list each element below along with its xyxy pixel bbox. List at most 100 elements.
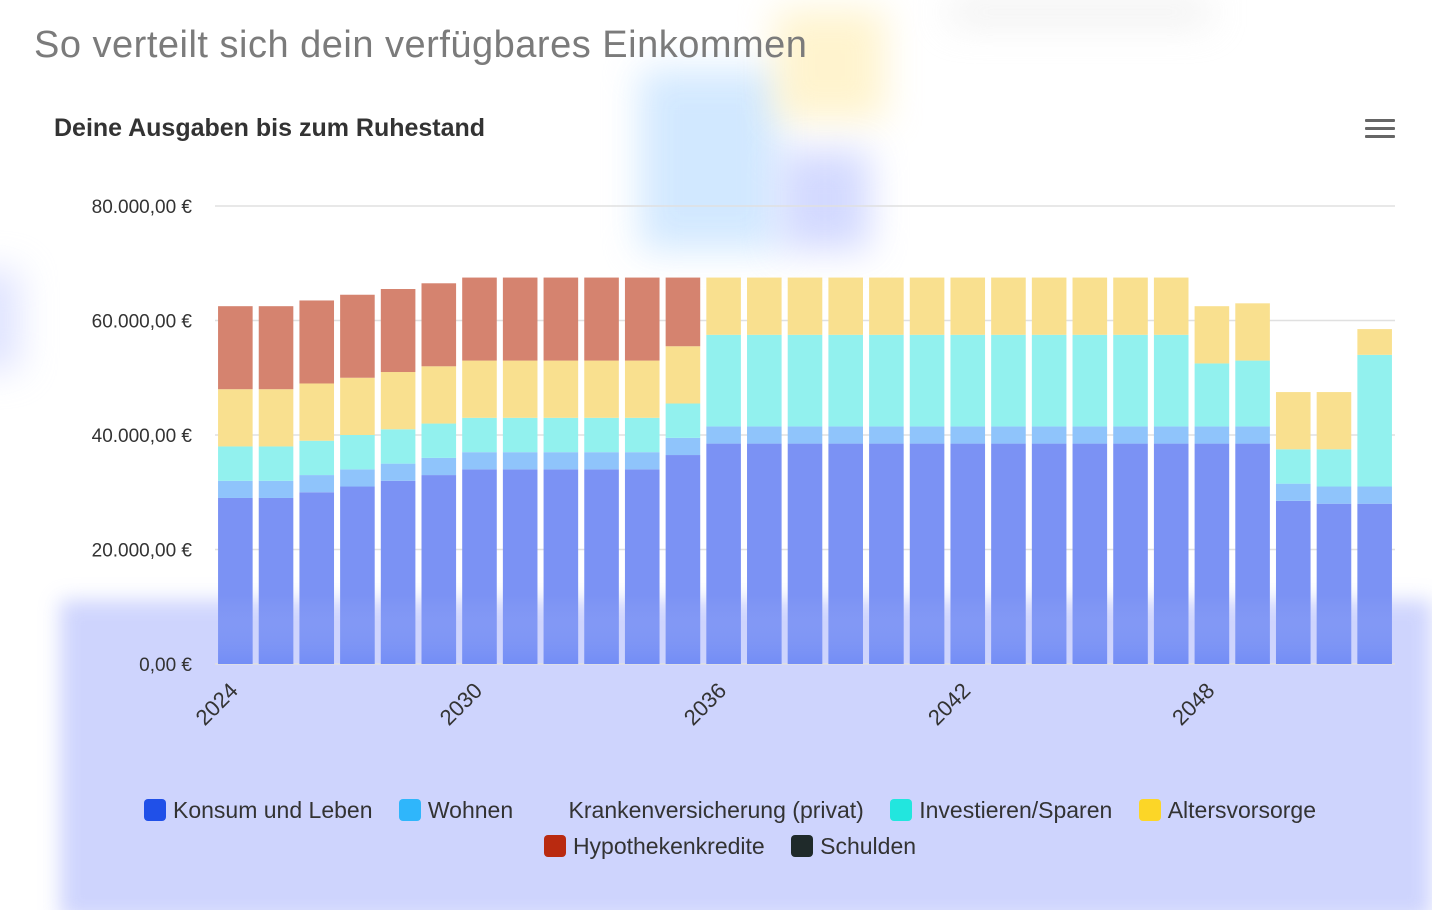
bar-segment[interactable] <box>787 277 823 335</box>
bar-segment[interactable] <box>1113 277 1148 335</box>
bar-segment[interactable] <box>584 417 619 453</box>
bar-segment[interactable] <box>380 429 416 464</box>
bar-segment[interactable] <box>258 306 294 390</box>
bar-segment[interactable] <box>543 452 579 470</box>
bar-segment[interactable] <box>909 277 945 335</box>
bar-segment[interactable] <box>1031 426 1067 444</box>
bar-segment[interactable] <box>787 426 823 444</box>
bar-segment[interactable] <box>584 452 619 470</box>
bar-segment[interactable] <box>380 289 416 373</box>
bar-segment[interactable] <box>1275 392 1311 450</box>
bar-segment[interactable] <box>462 277 497 361</box>
bar-segment[interactable] <box>299 440 335 476</box>
bar-segment[interactable] <box>950 277 986 335</box>
bar-segment[interactable] <box>665 277 701 347</box>
bar-segment[interactable] <box>869 334 904 427</box>
bar-segment[interactable] <box>218 389 253 447</box>
bar-segment[interactable] <box>1113 426 1148 444</box>
legend-item-krankenversicherung[interactable]: Krankenversicherung (privat) <box>540 792 864 828</box>
bar-segment[interactable] <box>380 372 416 430</box>
bar-segment[interactable] <box>502 452 538 470</box>
bar-segment[interactable] <box>1357 354 1392 487</box>
bar-segment[interactable] <box>340 469 375 487</box>
bar-segment[interactable] <box>991 277 1026 335</box>
legend-item-konsum[interactable]: Konsum und Leben <box>144 792 373 828</box>
bar-segment[interactable] <box>502 360 538 418</box>
bar-segment[interactable] <box>869 426 904 444</box>
legend-item-schulden[interactable]: Schulden <box>791 828 916 864</box>
bar-segment[interactable] <box>1031 277 1067 335</box>
bar-segment[interactable] <box>1357 486 1392 504</box>
bar-segment[interactable] <box>1275 483 1311 501</box>
bar-segment[interactable] <box>462 360 497 418</box>
bar-segment[interactable] <box>218 480 253 498</box>
bar-segment[interactable] <box>828 334 863 427</box>
bar-segment[interactable] <box>747 426 782 444</box>
bar-segment[interactable] <box>1316 449 1352 487</box>
bar-segment[interactable] <box>299 475 335 493</box>
bar-segment[interactable] <box>828 426 863 444</box>
bar-segment[interactable] <box>909 426 945 444</box>
bar-segment[interactable] <box>462 452 497 470</box>
bar-segment[interactable] <box>950 334 986 427</box>
bar-segment[interactable] <box>1031 334 1067 427</box>
bar-segment[interactable] <box>991 334 1026 427</box>
bar-segment[interactable] <box>218 446 253 481</box>
bar-segment[interactable] <box>1316 392 1352 450</box>
bar-segment[interactable] <box>543 417 579 453</box>
bar-segment[interactable] <box>421 457 457 476</box>
bar-segment[interactable] <box>1194 306 1230 364</box>
bar-segment[interactable] <box>1153 334 1189 427</box>
bar-segment[interactable] <box>1194 363 1230 427</box>
bar-segment[interactable] <box>909 334 945 427</box>
bar-segment[interactable] <box>299 300 335 384</box>
bar-segment[interactable] <box>1235 426 1270 444</box>
bar-segment[interactable] <box>340 377 375 435</box>
bar-segment[interactable] <box>1072 334 1108 427</box>
bar-segment[interactable] <box>502 277 538 361</box>
bar-segment[interactable] <box>828 277 863 335</box>
bar-segment[interactable] <box>1113 334 1148 427</box>
bar-segment[interactable] <box>787 334 823 427</box>
bar-segment[interactable] <box>584 277 619 361</box>
bar-segment[interactable] <box>462 417 497 453</box>
bar-segment[interactable] <box>1275 449 1311 484</box>
bar-segment[interactable] <box>258 389 294 447</box>
bar-segment[interactable] <box>624 360 660 418</box>
chart-menu-button[interactable] <box>1362 114 1398 144</box>
bar-segment[interactable] <box>502 417 538 453</box>
bar-segment[interactable] <box>299 383 335 441</box>
bar-segment[interactable] <box>706 426 741 444</box>
bar-segment[interactable] <box>1194 426 1230 444</box>
bar-segment[interactable] <box>380 463 416 481</box>
bar-segment[interactable] <box>421 283 457 367</box>
bar-segment[interactable] <box>258 480 294 498</box>
bar-segment[interactable] <box>1072 277 1108 335</box>
bar-segment[interactable] <box>1357 329 1392 355</box>
bar-segment[interactable] <box>340 294 375 378</box>
bar-segment[interactable] <box>624 277 660 361</box>
bar-segment[interactable] <box>706 277 741 335</box>
bar-segment[interactable] <box>543 277 579 361</box>
legend-item-investieren[interactable]: Investieren/Sparen <box>890 792 1112 828</box>
bar-segment[interactable] <box>747 334 782 427</box>
bar-segment[interactable] <box>1235 360 1270 427</box>
bar-segment[interactable] <box>1072 426 1108 444</box>
bar-segment[interactable] <box>624 417 660 453</box>
bar-segment[interactable] <box>584 360 619 418</box>
bar-segment[interactable] <box>543 360 579 418</box>
bar-segment[interactable] <box>950 426 986 444</box>
legend-item-hypothekenkredite[interactable]: Hypothekenkredite <box>543 828 765 864</box>
bar-segment[interactable] <box>991 426 1026 444</box>
bar-segment[interactable] <box>747 277 782 335</box>
legend-item-wohnen[interactable]: Wohnen <box>398 792 513 828</box>
bar-segment[interactable] <box>665 437 701 456</box>
bar-segment[interactable] <box>421 366 457 424</box>
bar-segment[interactable] <box>624 452 660 470</box>
legend-item-altersvorsorge[interactable]: Altersvorsorge <box>1138 792 1316 828</box>
bar-segment[interactable] <box>869 277 904 335</box>
bar-segment[interactable] <box>1153 426 1189 444</box>
bar-segment[interactable] <box>665 346 701 404</box>
bar-segment[interactable] <box>665 403 701 438</box>
bar-segment[interactable] <box>218 306 253 390</box>
